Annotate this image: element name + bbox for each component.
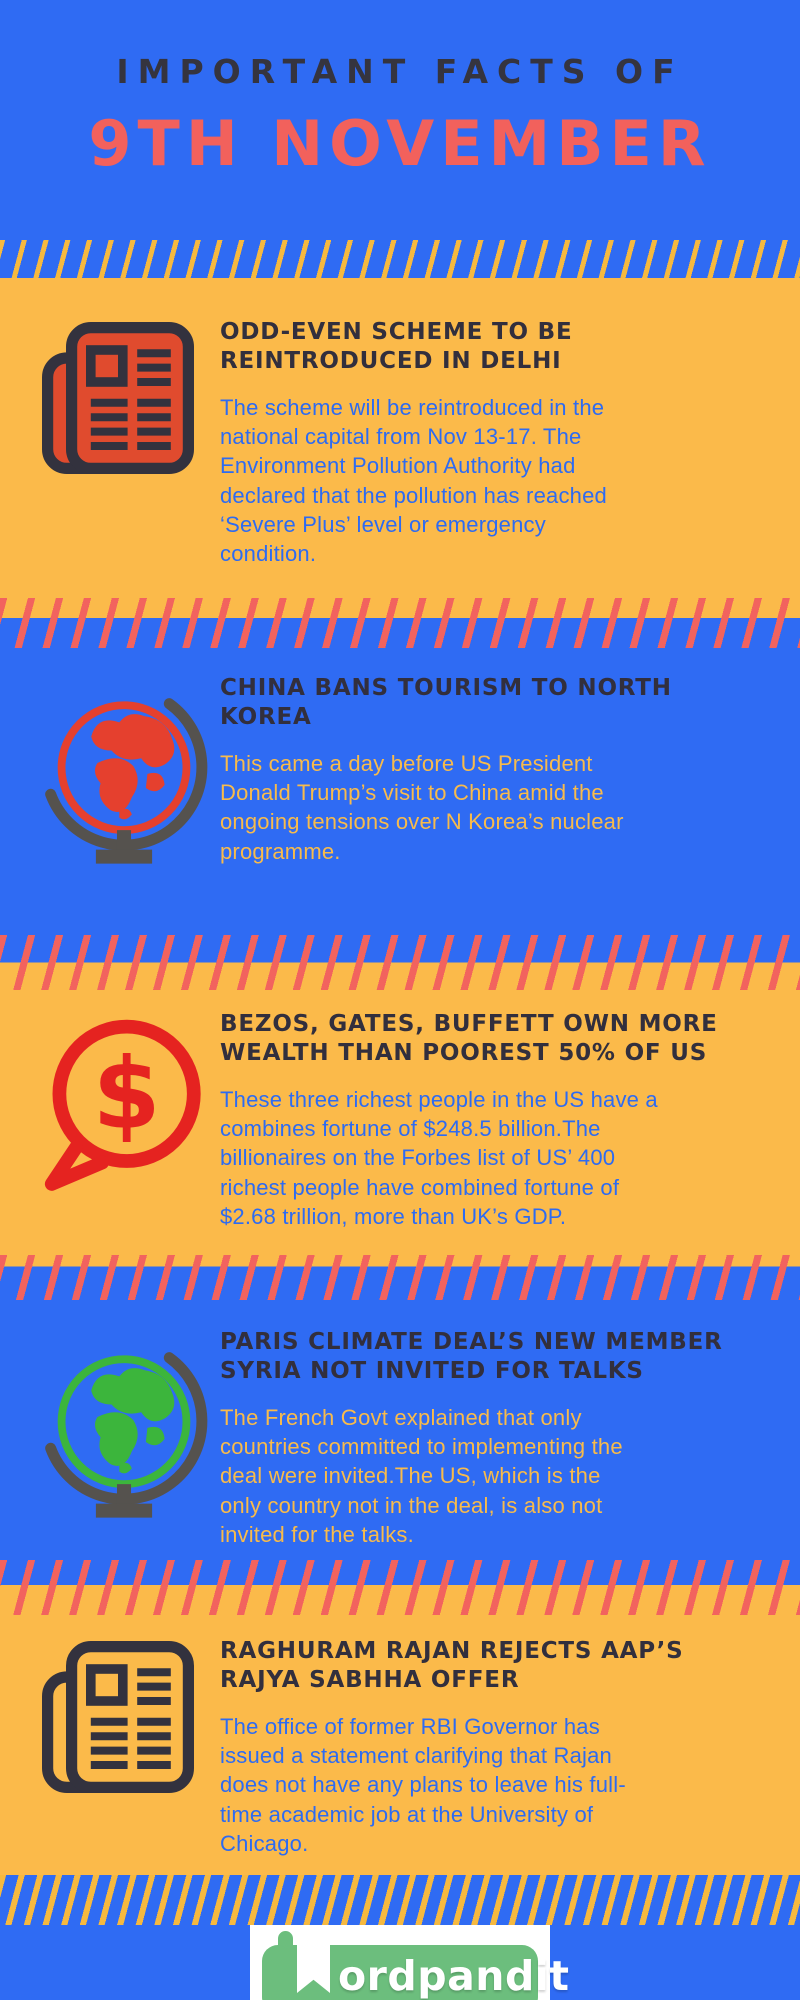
globe-green-icon xyxy=(45,1352,208,1518)
news-section-richest-wealth: $ BEZOS, GATES, BUFFETT OWN MORE WEALTH … xyxy=(0,990,800,1255)
page-title: IMPORTANT FACTS OF xyxy=(116,52,684,91)
section-icon-wrap: $ xyxy=(38,1010,220,1255)
news-headline: ODD-EVEN SCHEME TO BE REINTRODUCED IN DE… xyxy=(220,319,573,375)
stripe-divider xyxy=(0,1560,800,1615)
dollar-speech-bubble-icon: $ xyxy=(44,1019,201,1191)
news-headline: RAGHURAM RAJAN REJECTS AAP’S RAJYA SABHH… xyxy=(220,1638,684,1694)
svg-text:$: $ xyxy=(93,1037,161,1151)
news-section-paris-climate: PARIS CLIMATE DEAL’S NEW MEMBER SYRIA NO… xyxy=(0,1300,800,1560)
section-text: ODD-EVEN SCHEME TO BE REINTRODUCED IN DE… xyxy=(220,318,780,598)
stripe-divider xyxy=(0,598,800,648)
news-body: The French Govt explained that only coun… xyxy=(220,1404,623,1547)
section-text: PARIS CLIMATE DEAL’S NEW MEMBER SYRIA NO… xyxy=(220,1328,780,1560)
news-body: This came a day before US President Dona… xyxy=(220,750,624,864)
stripe-divider xyxy=(0,240,800,278)
newspaper-dark-icon xyxy=(41,1641,194,1793)
section-icon-wrap xyxy=(38,1328,220,1560)
page-date-title: 9TH NOVEMBER xyxy=(88,107,712,180)
logo-text: ordpandit xyxy=(338,1952,570,2000)
news-section-china-korea: CHINA BANS TOURISM TO NORTH KOREA This c… xyxy=(0,648,800,935)
logo-ribbon-nub xyxy=(278,1931,293,1961)
section-text: BEZOS, GATES, BUFFETT OWN MORE WEALTH TH… xyxy=(220,1010,780,1255)
news-body: These three richest people in the US hav… xyxy=(220,1086,658,1229)
news-headline: PARIS CLIMATE DEAL’S NEW MEMBER SYRIA NO… xyxy=(220,1329,723,1385)
news-section-odd-even: ODD-EVEN SCHEME TO BE REINTRODUCED IN DE… xyxy=(0,278,800,598)
news-headline: BEZOS, GATES, BUFFETT OWN MORE WEALTH TH… xyxy=(220,1011,718,1067)
newspaper-red-icon xyxy=(41,322,194,474)
wordpandit-logo[interactable]: ordpandit xyxy=(250,1925,569,2000)
globe-red-icon xyxy=(45,698,208,864)
header: IMPORTANT FACTS OF 9TH NOVEMBER xyxy=(0,0,800,240)
news-body: The scheme will be reintroduced in the n… xyxy=(220,394,607,567)
news-body: The office of former RBI Governor has is… xyxy=(220,1713,626,1856)
footer: ordpandit xyxy=(0,1925,800,2000)
section-icon-wrap xyxy=(38,318,220,598)
section-icon-wrap xyxy=(38,1637,220,1875)
section-text: RAGHURAM RAJAN REJECTS AAP’S RAJYA SABHH… xyxy=(220,1637,780,1875)
stripe-divider xyxy=(0,1875,800,1925)
news-section-rajan: RAGHURAM RAJAN REJECTS AAP’S RAJYA SABHH… xyxy=(0,1615,800,1875)
stripe-divider xyxy=(0,935,800,990)
section-icon-wrap xyxy=(38,674,220,935)
stripe-divider xyxy=(0,1255,800,1300)
section-text: CHINA BANS TOURISM TO NORTH KOREA This c… xyxy=(220,674,780,935)
news-headline: CHINA BANS TOURISM TO NORTH KOREA xyxy=(220,675,672,731)
